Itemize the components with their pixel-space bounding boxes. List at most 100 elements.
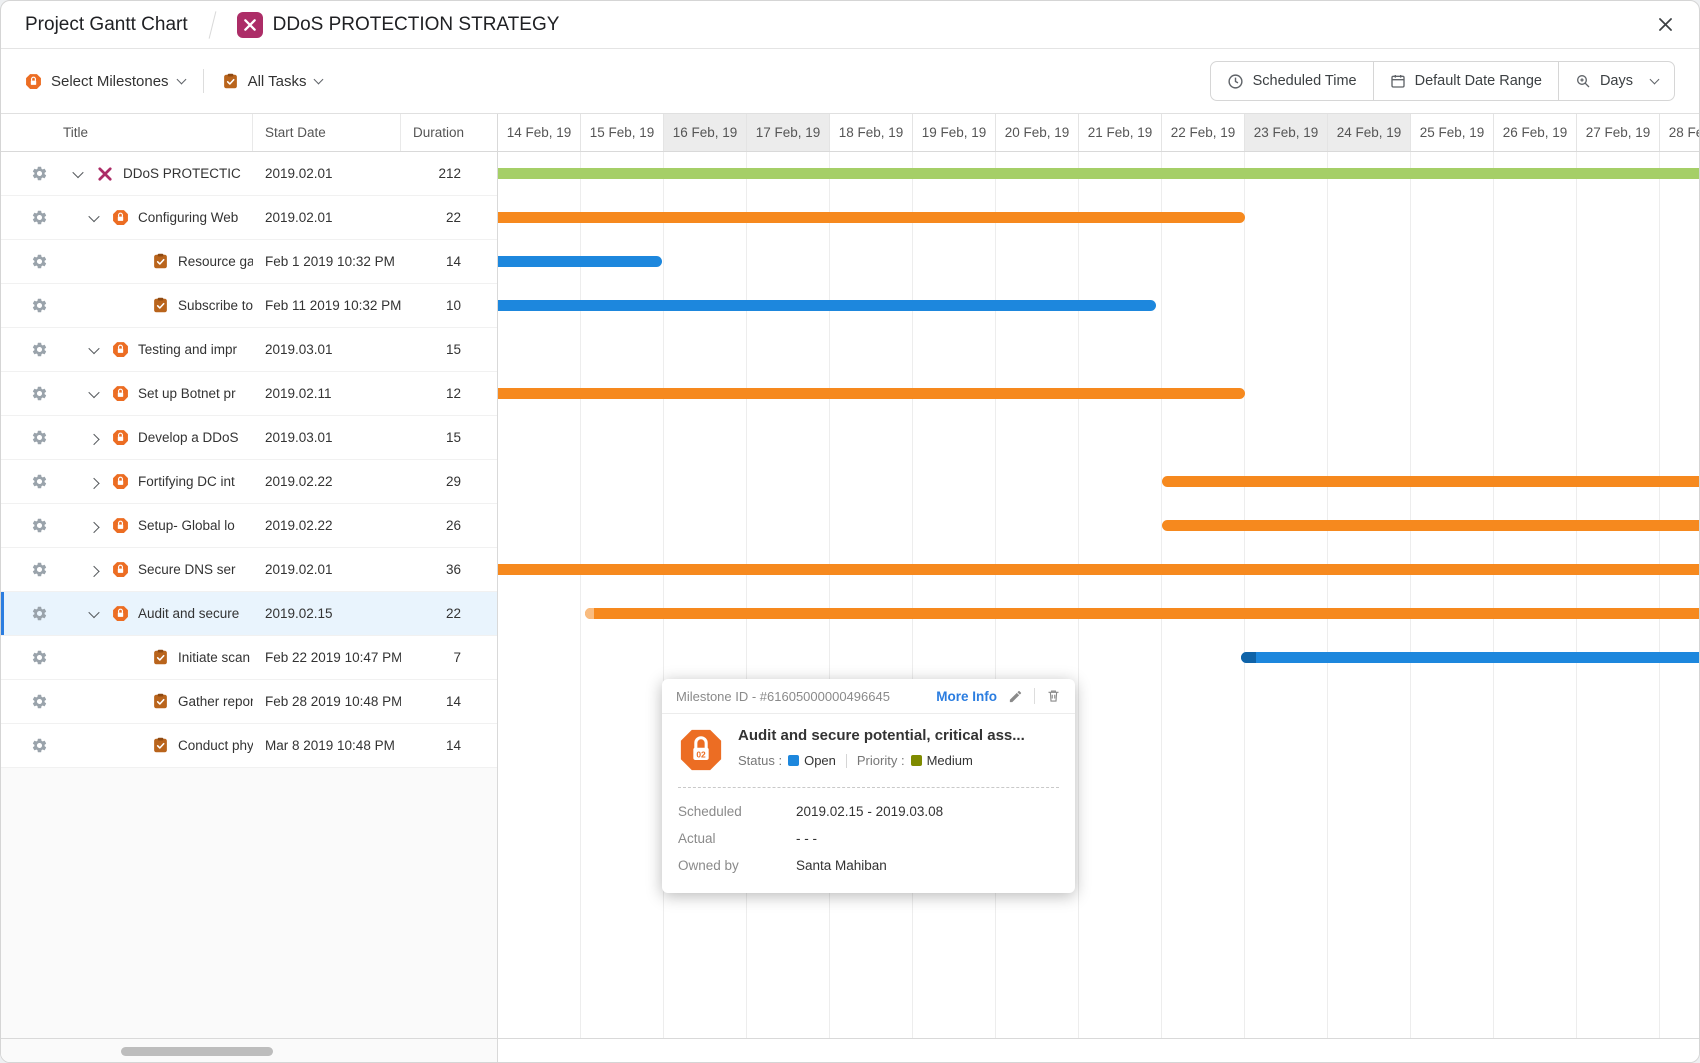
milestone-row[interactable]: Testing and impr 2019.03.01 15 (1, 328, 497, 372)
priority-label: Priority : (856, 753, 905, 768)
task-row[interactable]: Resource gat Feb 1 2019 10:32 PM 14 (1, 240, 497, 284)
row-settings-gear-icon[interactable] (31, 297, 48, 314)
project-icon (96, 165, 114, 183)
milestone-row[interactable]: Audit and secure 2019.02.15 22 (1, 592, 497, 636)
row-settings-gear-icon[interactable] (31, 473, 48, 490)
milestone-row[interactable]: Set up Botnet pr 2019.02.11 12 (1, 372, 497, 416)
chevron-down-icon (176, 74, 187, 84)
row-settings-gear-icon[interactable] (31, 561, 48, 578)
gantt-bar-task[interactable] (498, 300, 1157, 311)
gantt-bar-task[interactable] (1240, 652, 1699, 663)
milestone-id-label: Milestone ID - #61605000000496645 (676, 688, 890, 704)
milestone-row[interactable]: Configuring Web 2019.02.01 22 (1, 196, 497, 240)
row-duration: 10 (445, 298, 461, 313)
row-start-date: 2019.02.11 (265, 386, 332, 401)
milestone-icon (112, 429, 129, 446)
row-settings-gear-icon[interactable] (31, 165, 48, 182)
row-settings-gear-icon[interactable] (31, 209, 48, 226)
gantt-body: DDoS PROTECTIC 2019.02.01 212 Configuring W… (1, 152, 1699, 1038)
gantt-bar-project[interactable] (498, 168, 1699, 179)
timeline-day-header: 22 Feb, 19 (1162, 114, 1245, 151)
gantt-bar-milestone[interactable] (1162, 520, 1699, 531)
grid-header: Title Start Date Duration 14 Feb, 19 15 F… (1, 113, 1699, 152)
milestones-filter-dropdown[interactable]: Select Milestones (25, 72, 187, 90)
milestone-icon (25, 73, 42, 90)
date-range-button[interactable]: Default Date Range (1372, 62, 1558, 100)
gantt-chart-area (498, 152, 1699, 1038)
row-settings-gear-icon[interactable] (31, 429, 48, 446)
milestone-title: Audit and secure potential, critical ass… (738, 727, 1025, 744)
expand-chevron-icon[interactable] (84, 521, 104, 533)
row-title: Configuring Web (138, 210, 239, 225)
row-title: Gather report (178, 694, 253, 709)
gantt-bar-milestone[interactable] (585, 608, 1699, 619)
expand-chevron-icon[interactable] (84, 565, 104, 577)
collapse-chevron-icon[interactable] (84, 386, 104, 398)
clock-icon (1228, 73, 1243, 89)
gantt-bar-milestone[interactable] (1162, 476, 1699, 487)
row-start-date: 2019.03.01 (265, 342, 333, 357)
row-title: Develop a DDoS (138, 430, 239, 445)
row-settings-gear-icon[interactable] (31, 737, 48, 754)
collapse-chevron-icon[interactable] (84, 210, 104, 222)
edit-pencil-icon[interactable] (1008, 689, 1023, 704)
row-title: Set up Botnet pr (138, 386, 236, 401)
timeline-day-header: 14 Feb, 19 (498, 114, 581, 151)
milestone-badge-icon: 02 (678, 727, 724, 773)
project-row[interactable]: DDoS PROTECTIC 2019.02.01 212 (1, 152, 497, 196)
milestones-filter-label: Select Milestones (51, 72, 169, 90)
status-divider (845, 753, 847, 768)
expand-chevron-icon[interactable] (84, 477, 104, 489)
task-row[interactable]: Initiate scan p Feb 22 2019 10:47 PM 7 (1, 636, 497, 680)
milestone-row[interactable]: Setup- Global lo 2019.02.22 26 (1, 504, 497, 548)
collapse-chevron-icon[interactable] (84, 342, 104, 354)
horizontal-scrollbar-thumb[interactable] (121, 1047, 273, 1056)
row-settings-gear-icon[interactable] (31, 517, 48, 534)
zoom-level-label: Days (1599, 73, 1633, 89)
collapse-chevron-icon[interactable] (68, 166, 88, 178)
topbar: Project Gantt Chart DDoS PROTECTION STRA… (1, 1, 1699, 49)
timeline-day-header: 25 Feb, 19 (1411, 114, 1494, 151)
task-row[interactable]: Conduct phys Mar 8 2019 10:48 PM 14 (1, 724, 497, 768)
row-settings-gear-icon[interactable] (31, 385, 48, 402)
gantt-bar-milestone[interactable] (498, 388, 1245, 399)
task-row[interactable]: Subscribe to Feb 11 2019 10:32 PM 10 (1, 284, 497, 328)
column-header-duration[interactable]: Duration (413, 125, 465, 140)
milestone-icon (112, 517, 129, 534)
milestone-icon (112, 605, 129, 622)
row-settings-gear-icon[interactable] (31, 605, 48, 622)
task-table: DDoS PROTECTIC 2019.02.01 212 Configuring W… (1, 152, 498, 1038)
milestone-row[interactable]: Secure DNS ser 2019.02.01 36 (1, 548, 497, 592)
scheduled-time-button[interactable]: Scheduled Time (1211, 62, 1373, 100)
popup-header: Milestone ID - #61605000000496645 More I… (662, 679, 1075, 714)
close-icon[interactable] (1656, 15, 1675, 34)
collapse-chevron-icon[interactable] (84, 606, 104, 618)
row-settings-gear-icon[interactable] (31, 649, 48, 666)
milestone-row[interactable]: Develop a DDoS 2019.03.01 15 (1, 416, 497, 460)
row-title: Testing and impr (138, 342, 238, 357)
task-row[interactable]: Gather report Feb 28 2019 10:48 PM 14 (1, 680, 497, 724)
row-settings-gear-icon[interactable] (31, 693, 48, 710)
gantt-bar-milestone[interactable] (498, 212, 1245, 223)
row-duration: 212 (438, 166, 461, 181)
column-header-title[interactable]: Title (1, 114, 253, 151)
zoom-level-dropdown[interactable]: Days (1557, 62, 1674, 100)
gantt-bar-milestone[interactable] (498, 564, 1699, 575)
timeline-day-header: 15 Feb, 19 (581, 114, 664, 151)
milestone-icon (112, 209, 129, 226)
tasks-filter-dropdown[interactable]: All Tasks (222, 73, 324, 90)
milestone-icon (112, 473, 129, 490)
row-title: DDoS PROTECTIC (123, 166, 241, 181)
day-gridlines (498, 152, 1699, 1038)
row-title: Resource gat (178, 254, 253, 269)
toolbar: Select Milestones All Tasks Scheduled Ti… (1, 49, 1699, 113)
expand-chevron-icon[interactable] (84, 433, 104, 445)
task-icon (152, 297, 169, 314)
column-header-start-date[interactable]: Start Date (253, 114, 401, 151)
milestone-row[interactable]: Fortifying DC int 2019.02.22 29 (1, 460, 497, 504)
gantt-bar-task[interactable] (498, 256, 663, 267)
more-info-link[interactable]: More Info (936, 688, 997, 704)
row-settings-gear-icon[interactable] (31, 341, 48, 358)
row-settings-gear-icon[interactable] (31, 253, 48, 270)
delete-trash-icon[interactable] (1046, 688, 1061, 704)
